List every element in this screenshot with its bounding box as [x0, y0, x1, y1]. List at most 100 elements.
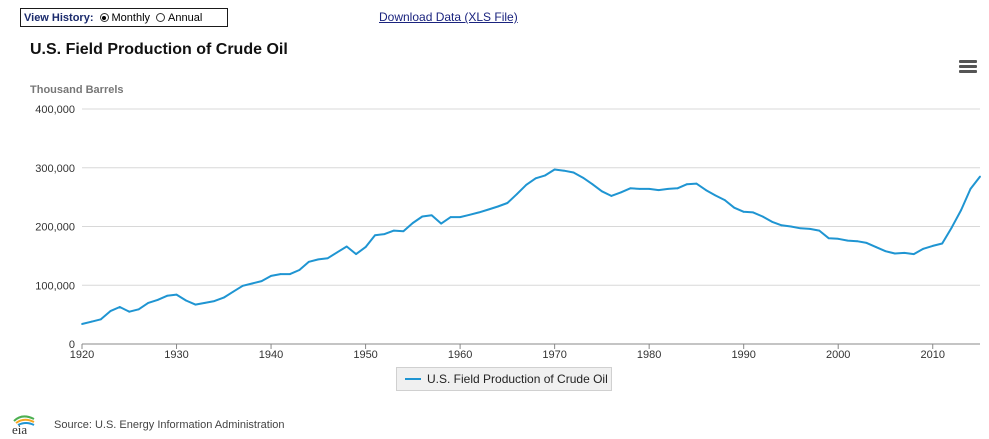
data-point	[799, 227, 802, 230]
data-point	[194, 303, 197, 306]
data-point	[629, 187, 632, 190]
view-history-label: View History:	[24, 11, 94, 24]
chart-title: U.S. Field Production of Crude Oil	[30, 41, 288, 58]
data-point	[90, 320, 93, 323]
x-tick-label: 2000	[826, 349, 850, 361]
radio-unselected-icon	[156, 13, 166, 22]
data-point	[600, 190, 603, 193]
download-data-link[interactable]: Download Data (XLS File)	[379, 10, 518, 24]
data-point	[241, 284, 244, 287]
data-point	[638, 188, 641, 190]
data-point	[544, 174, 547, 177]
legend-label: U.S. Field Production of Crude Oil	[427, 372, 608, 386]
x-tick-label: 1920	[70, 349, 94, 361]
data-point	[960, 209, 962, 211]
data-point	[203, 301, 206, 304]
data-point	[922, 247, 925, 250]
data-point	[979, 175, 981, 178]
x-tick-label: 1930	[164, 349, 188, 361]
data-point	[941, 242, 944, 245]
data-point	[118, 306, 121, 308]
data-point	[525, 183, 528, 186]
hamburger-menu-icon[interactable]	[959, 60, 977, 74]
data-point	[808, 227, 811, 230]
data-point	[903, 252, 906, 254]
data-point	[497, 205, 499, 208]
data-point	[534, 177, 537, 180]
chart-legend-item[interactable]: U.S. Field Production of Crude Oil	[396, 367, 612, 391]
data-point	[515, 193, 518, 196]
data-point	[686, 183, 688, 186]
data-point	[733, 206, 736, 209]
data-point	[894, 252, 896, 255]
data-point	[837, 237, 840, 240]
data-point	[260, 280, 263, 283]
data-point	[950, 226, 953, 229]
data-point	[185, 299, 187, 302]
data-point	[411, 222, 414, 224]
data-point	[610, 195, 613, 197]
data-point	[430, 214, 433, 217]
data-point	[364, 246, 367, 248]
monthly-radio[interactable]: Monthly	[99, 12, 150, 24]
data-point	[421, 215, 424, 218]
data-point	[279, 273, 282, 275]
data-point	[742, 210, 745, 213]
data-point	[723, 199, 726, 201]
x-tick-label: 1980	[637, 349, 661, 361]
svg-text:eia: eia	[12, 422, 27, 435]
data-point	[657, 189, 660, 191]
data-point	[487, 208, 490, 211]
data-point	[128, 310, 131, 313]
data-point	[478, 211, 480, 214]
data-point	[336, 251, 339, 254]
y-tick-label: 400,000	[35, 104, 75, 116]
annual-radio[interactable]: Annual	[156, 12, 202, 24]
data-point	[619, 191, 622, 194]
data-point	[298, 269, 301, 271]
data-point	[137, 308, 140, 311]
data-point	[790, 225, 792, 228]
data-point	[81, 323, 83, 325]
data-point	[648, 188, 651, 190]
data-point	[676, 187, 679, 190]
eia-logo: eia	[12, 415, 35, 435]
data-point	[345, 245, 348, 248]
data-point	[667, 188, 669, 190]
data-point	[213, 300, 216, 303]
data-point	[695, 182, 698, 185]
data-point	[251, 282, 254, 285]
data-point	[780, 224, 783, 227]
series-line	[81, 168, 981, 325]
data-point	[166, 294, 168, 297]
data-point	[827, 237, 830, 240]
source-footer: eia Source: U.S. Energy Information Admi…	[8, 415, 285, 435]
data-point	[232, 290, 235, 293]
data-point	[402, 230, 405, 233]
data-point	[307, 260, 310, 263]
data-point	[326, 257, 329, 260]
data-point	[931, 244, 934, 247]
data-point	[714, 194, 717, 197]
data-point	[374, 234, 376, 237]
data-point	[865, 242, 868, 244]
data-point	[147, 301, 150, 304]
annual-radio-label: Annual	[168, 11, 203, 24]
y-tick-label: 100,000	[35, 280, 75, 292]
data-point	[875, 246, 877, 248]
data-point	[468, 213, 471, 216]
x-tick-label: 1960	[448, 349, 472, 361]
data-point	[355, 253, 358, 256]
data-point	[818, 229, 821, 232]
source-text: Source: U.S. Energy Information Administ…	[54, 419, 285, 431]
data-point	[383, 233, 386, 236]
data-point	[761, 215, 764, 218]
data-point	[449, 216, 452, 219]
data-point	[317, 258, 320, 261]
data-point	[563, 169, 565, 172]
data-point	[440, 222, 443, 225]
data-point	[912, 253, 915, 256]
radio-selected-icon	[99, 13, 109, 22]
data-point	[393, 229, 395, 232]
